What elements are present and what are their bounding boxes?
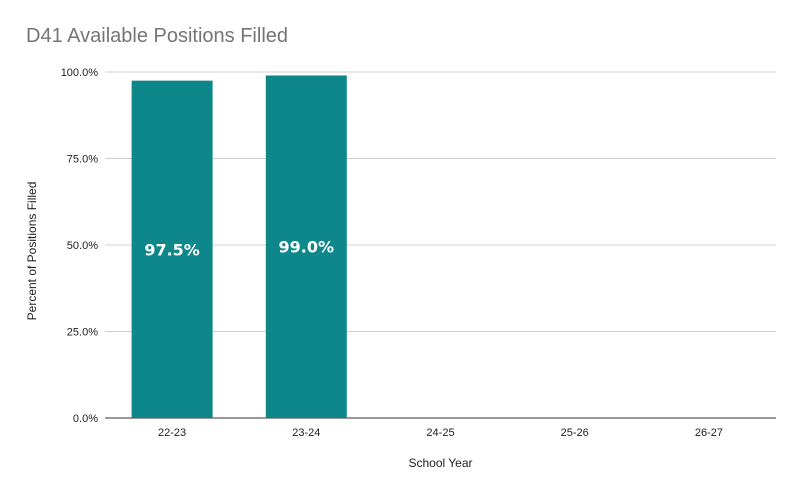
x-tick-label: 25-26 — [561, 427, 589, 439]
x-tick-label: 22-23 — [158, 427, 186, 439]
y-tick-label: 0.0% — [73, 413, 98, 425]
x-axis-title: School Year — [408, 456, 472, 470]
bar — [265, 75, 347, 419]
y-tick-label: 100.0% — [61, 67, 99, 79]
y-tick-labels: 0.0% 25.0% 50.0% 75.0% 100.0% — [61, 67, 99, 425]
gridlines — [105, 71, 776, 419]
y-tick-label: 50.0% — [67, 240, 98, 252]
x-tick-label: 26-27 — [695, 427, 723, 439]
bars — [131, 75, 347, 419]
y-tick-label: 25.0% — [67, 327, 98, 339]
x-tick-label: 24-25 — [426, 427, 454, 439]
data-label: 99.0% — [279, 238, 335, 257]
x-tick-labels: 22-23 23-24 24-25 25-26 26-27 — [158, 427, 723, 439]
chart-title: D41 Available Positions Filled — [26, 25, 289, 47]
y-axis-title: Percent of Positions Filled — [25, 182, 39, 321]
data-label: 97.5% — [144, 240, 200, 259]
y-tick-label: 75.0% — [67, 154, 98, 166]
data-labels: 97.5% 99.0% — [144, 238, 334, 260]
x-tick-label: 23-24 — [292, 427, 320, 439]
bar — [131, 80, 213, 419]
